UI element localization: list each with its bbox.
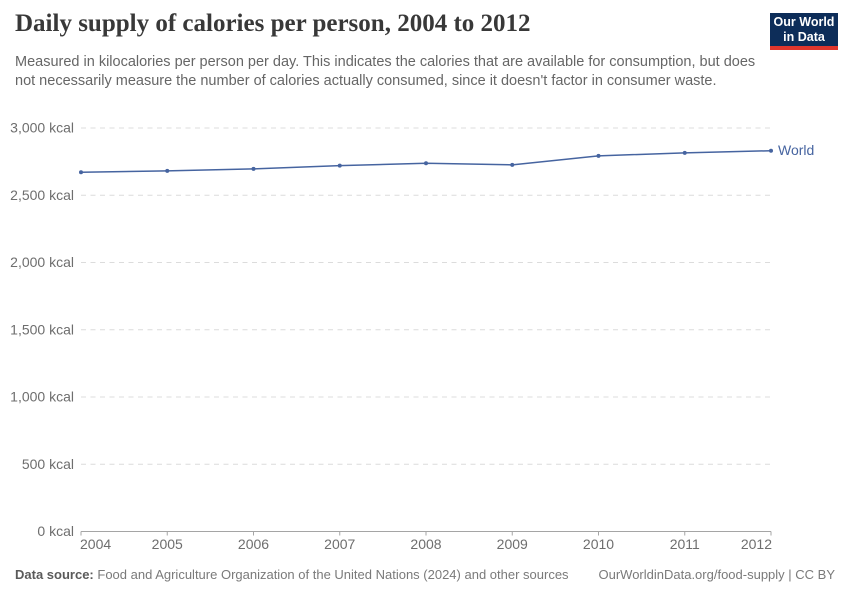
data-source-label: Data source: (15, 567, 94, 582)
y-axis-tick-label: 500 kcal (22, 456, 74, 472)
data-point (769, 148, 773, 153)
y-axis-tick-label: 2,000 kcal (10, 254, 74, 270)
owid-logo-line1: Our World (773, 14, 835, 29)
credit-link[interactable]: OurWorldinData.org/food-supply | CC BY (598, 567, 835, 582)
data-point (337, 163, 342, 168)
series-end-label: World (778, 142, 814, 158)
y-axis-tick-label: 3,000 kcal (10, 120, 74, 136)
calorie-supply-line-chart[interactable]: 0 kcal 500 kcal 1,000 kcal 1,500 kcal 2,000 … (0, 115, 850, 575)
y-axis-tick-label: 1,500 kcal (10, 321, 74, 337)
x-axis-tick-label: 2008 (410, 536, 441, 552)
data-source: Data source: Food and Agriculture Organi… (15, 566, 569, 583)
y-axis-tick-label: 1,000 kcal (10, 389, 74, 405)
x-axis-tick-label: 2009 (497, 536, 528, 552)
page-title: Daily supply of calories per person, 200… (15, 10, 531, 37)
data-point (510, 162, 515, 167)
owid-logo-line2: in Data (783, 29, 825, 44)
data-point (79, 170, 83, 175)
x-axis-tick-label: 2004 (80, 536, 111, 552)
x-axis-tick-label: 2005 (152, 536, 183, 552)
x-axis-tick-label: 2006 (238, 536, 269, 552)
y-axis-tick-label: 2,500 kcal (10, 187, 74, 203)
x-axis-tick-label: 2012 (741, 536, 772, 552)
chart-subtitle: Measured in kilocalories per person per … (15, 54, 756, 89)
data-point (596, 153, 601, 158)
y-axis-tick-label: 0 kcal (37, 523, 74, 539)
data-source-text: Food and Agriculture Organization of the… (97, 567, 569, 582)
x-axis-tick-label: 2011 (670, 536, 700, 552)
data-point (682, 150, 687, 155)
x-axis-tick-label: 2007 (324, 536, 355, 552)
data-point (165, 168, 170, 173)
data-point (251, 166, 256, 171)
owid-logo[interactable]: Our World in Data (770, 13, 838, 50)
x-axis-tick-label: 2010 (583, 536, 614, 552)
chart-footer: Data source: Food and Agriculture Organi… (15, 566, 835, 583)
data-point (424, 161, 428, 166)
